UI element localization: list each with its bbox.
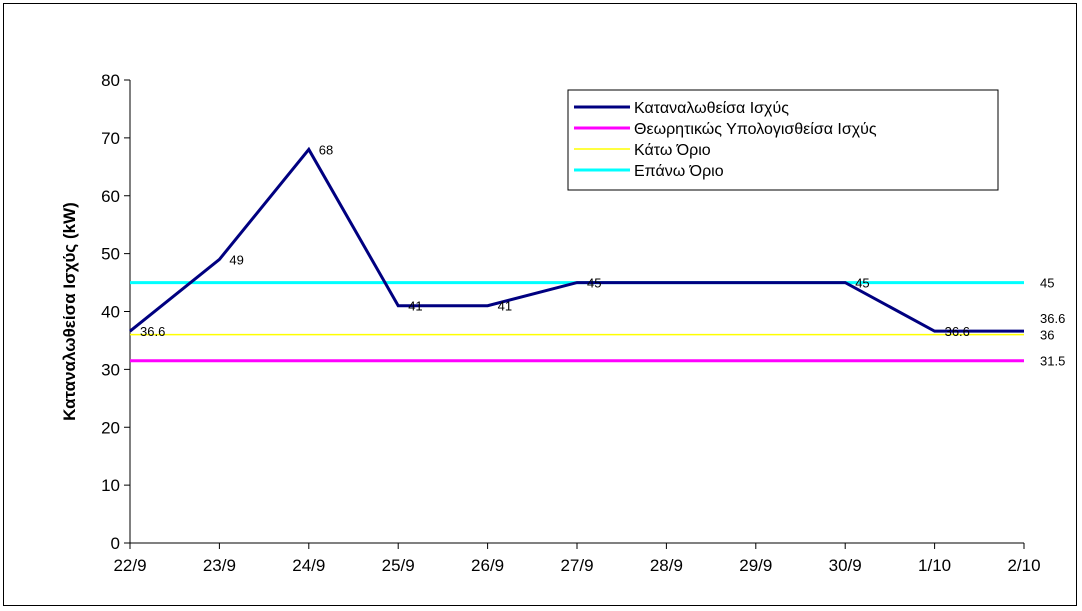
y-tick-label: 60 [101,187,120,206]
data-label: 36.6 [945,324,970,339]
data-label: 45 [587,276,601,291]
x-tick-label: 26/9 [471,556,504,575]
data-label: 36.6 [140,324,165,339]
x-tick-label: 2/10 [1007,556,1040,575]
legend-label: Κάτω Όριο [634,142,711,159]
data-label: 41 [498,299,512,314]
data-label: 41 [408,299,422,314]
x-tick-label: 22/9 [113,556,146,575]
data-label: 45 [855,276,869,291]
legend-box [567,89,999,191]
legend-label: Επάνω Όριο [634,163,724,180]
data-label: 49 [229,252,243,267]
y-tick-label: 80 [101,71,120,90]
data-label: 68 [319,142,333,157]
y-tick-label: 10 [101,476,120,495]
x-tick-label: 24/9 [292,556,325,575]
data-label: 36 [1040,328,1054,343]
data-label: 36.6 [1040,311,1065,326]
y-tick-label: 20 [101,418,120,437]
y-tick-label: 40 [101,303,120,322]
x-tick-label: 25/9 [382,556,415,575]
data-label: 45 [1040,276,1054,291]
y-tick-label: 0 [111,534,120,553]
y-tick-label: 30 [101,360,120,379]
y-axis-title: Καταναλωθείσα Ισχύς (kW) [60,202,79,421]
x-tick-label: 27/9 [560,556,593,575]
x-tick-label: 23/9 [203,556,236,575]
data-label: 31.5 [1040,354,1065,369]
legend-label: Θεωρητικώς Υπολογισθείσα Ισχύς [634,121,877,138]
x-tick-label: 28/9 [650,556,683,575]
y-tick-label: 70 [101,129,120,148]
x-tick-label: 30/9 [829,556,862,575]
y-tick-label: 50 [101,245,120,264]
x-tick-label: 1/10 [918,556,951,575]
x-tick-label: 29/9 [739,556,772,575]
legend-label: Καταναλωθείσα Ισχύς [634,100,789,117]
